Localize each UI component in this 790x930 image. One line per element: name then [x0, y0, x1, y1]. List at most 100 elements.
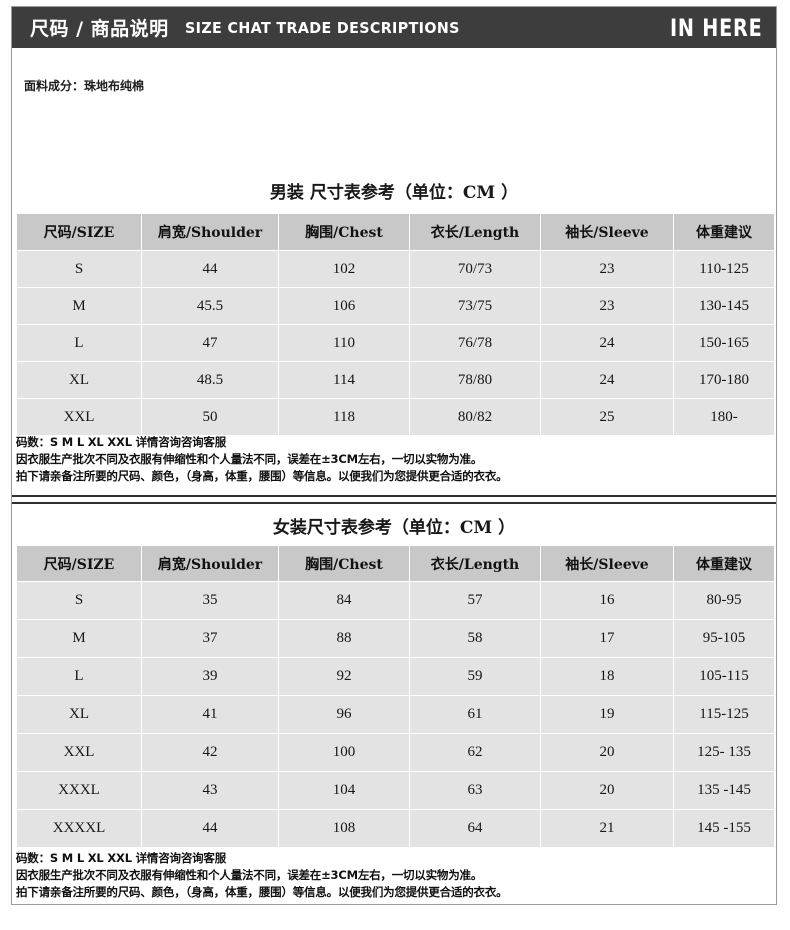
cell-shoulder: 50: [142, 399, 278, 435]
cell-sleeve: 24: [541, 362, 673, 398]
table-row: XXL 42 100 62 20 125- 135: [17, 734, 774, 771]
cell-shoulder: 35: [142, 582, 278, 619]
cell-weight: 170-180: [674, 362, 774, 398]
cell-weight: 110-125: [674, 251, 774, 287]
womens-size-table: 尺码/SIZE 肩宽/Shoulder 胸围/Chest 衣长/Length 袖…: [16, 545, 775, 848]
cell-chest: 96: [279, 696, 409, 733]
table-row: XXL 50 118 80/82 25 180-: [17, 399, 774, 435]
table-header-row: 尺码/SIZE 肩宽/Shoulder 胸围/Chest 衣长/Length 袖…: [17, 214, 774, 250]
cell-shoulder: 39: [142, 658, 278, 695]
table-row: S 35 84 57 16 80-95: [17, 582, 774, 619]
table-row: L 39 92 59 18 105-115: [17, 658, 774, 695]
column-header-weight: 体重建议: [674, 214, 774, 250]
cell-size: M: [17, 620, 141, 657]
column-header-chest: 胸围/Chest: [279, 546, 409, 581]
cell-weight: 80-95: [674, 582, 774, 619]
column-header-shoulder: 肩宽/Shoulder: [142, 546, 278, 581]
table-row: XL 48.5 114 78/80 24 170-180: [17, 362, 774, 398]
cell-length: 70/73: [410, 251, 540, 287]
table-row: S 44 102 70/73 23 110-125: [17, 251, 774, 287]
cell-sleeve: 17: [541, 620, 673, 657]
cell-sleeve: 25: [541, 399, 673, 435]
mens-size-table: 尺码/SIZE 肩宽/Shoulder 胸围/Chest 衣长/Length 袖…: [16, 213, 775, 436]
column-header-size: 尺码/SIZE: [17, 214, 141, 250]
cell-weight: 130-145: [674, 288, 774, 324]
cell-shoulder: 42: [142, 734, 278, 771]
column-header-shoulder: 肩宽/Shoulder: [142, 214, 278, 250]
table-row: XXXL 43 104 63 20 135 -145: [17, 772, 774, 809]
table-row: XL 41 96 61 19 115-125: [17, 696, 774, 733]
header-bar: 尺码 / 商品说明 SIZE CHAT TRADE DESCRIPTIONS I…: [12, 7, 776, 48]
table-row: M 37 88 58 17 95-105: [17, 620, 774, 657]
cell-weight: 95-105: [674, 620, 774, 657]
cell-length: 76/78: [410, 325, 540, 361]
cell-shoulder: 43: [142, 772, 278, 809]
cell-size: XL: [17, 362, 141, 398]
cell-chest: 100: [279, 734, 409, 771]
cell-sleeve: 21: [541, 810, 673, 847]
cell-chest: 88: [279, 620, 409, 657]
cell-shoulder: 47: [142, 325, 278, 361]
cell-length: 59: [410, 658, 540, 695]
table-row: M 45.5 106 73/75 23 130-145: [17, 288, 774, 324]
cell-chest: 108: [279, 810, 409, 847]
cell-size: XXL: [17, 734, 141, 771]
column-header-size: 尺码/SIZE: [17, 546, 141, 581]
column-header-sleeve: 袖长/Sleeve: [541, 214, 673, 250]
mens-notes: 码数：S M L XL XXL 详情咨询咨询客服 因衣服生产批次不同及衣服有伸缩…: [16, 434, 756, 485]
cell-size: XXL: [17, 399, 141, 435]
column-header-length: 衣长/Length: [410, 546, 540, 581]
cell-chest: 84: [279, 582, 409, 619]
cell-weight: 135 -145: [674, 772, 774, 809]
header-in-here-label: IN HERE: [670, 13, 763, 42]
cell-chest: 114: [279, 362, 409, 398]
cell-weight: 150-165: [674, 325, 774, 361]
cell-sleeve: 23: [541, 251, 673, 287]
cell-shoulder: 41: [142, 696, 278, 733]
cell-size: L: [17, 325, 141, 361]
cell-weight: 125- 135: [674, 734, 774, 771]
cell-length: 64: [410, 810, 540, 847]
cell-chest: 118: [279, 399, 409, 435]
cell-length: 63: [410, 772, 540, 809]
cell-sleeve: 20: [541, 734, 673, 771]
section-divider-bottom: [12, 502, 776, 504]
table-header-row: 尺码/SIZE 肩宽/Shoulder 胸围/Chest 衣长/Length 袖…: [17, 546, 774, 581]
note-line: 因衣服生产批次不同及衣服有伸缩性和个人量法不同，误差在±3CM左右，一切以实物为…: [16, 868, 483, 882]
cell-sleeve: 18: [541, 658, 673, 695]
table-row: L 47 110 76/78 24 150-165: [17, 325, 774, 361]
cell-weight: 115-125: [674, 696, 774, 733]
cell-shoulder: 48.5: [142, 362, 278, 398]
cell-chest: 104: [279, 772, 409, 809]
header-title-en: SIZE CHAT TRADE DESCRIPTIONS: [184, 18, 460, 37]
note-line: 码数：S M L XL XXL 详情咨询咨询客服: [16, 435, 227, 449]
cell-length: 62: [410, 734, 540, 771]
cell-shoulder: 44: [142, 251, 278, 287]
cell-chest: 106: [279, 288, 409, 324]
cell-weight: 105-115: [674, 658, 774, 695]
cell-chest: 102: [279, 251, 409, 287]
note-line: 拍下请亲备注所要的尺码、颜色，（身高，体重，腰围）等信息。以便我们为您提供更合适…: [16, 469, 508, 483]
fabric-composition-label: 面料成分：珠地布纯棉: [24, 79, 145, 93]
column-header-chest: 胸围/Chest: [279, 214, 409, 250]
cell-sleeve: 24: [541, 325, 673, 361]
cell-sleeve: 19: [541, 696, 673, 733]
column-header-sleeve: 袖长/Sleeve: [541, 546, 673, 581]
cell-length: 58: [410, 620, 540, 657]
cell-length: 57: [410, 582, 540, 619]
cell-weight: 145 -155: [674, 810, 774, 847]
note-line: 码数：S M L XL XXL 详情咨询咨询客服: [16, 851, 227, 865]
section-divider-top: [12, 495, 776, 497]
column-header-weight: 体重建议: [674, 546, 774, 581]
cell-size: S: [17, 251, 141, 287]
cell-length: 73/75: [410, 288, 540, 324]
cell-shoulder: 37: [142, 620, 278, 657]
mens-table-title: 男装 尺寸表参考（单位：CM ）: [269, 183, 519, 203]
cell-size: XL: [17, 696, 141, 733]
page-outer-frame: [11, 6, 777, 905]
cell-chest: 110: [279, 325, 409, 361]
cell-size: S: [17, 582, 141, 619]
cell-size: M: [17, 288, 141, 324]
cell-shoulder: 44: [142, 810, 278, 847]
